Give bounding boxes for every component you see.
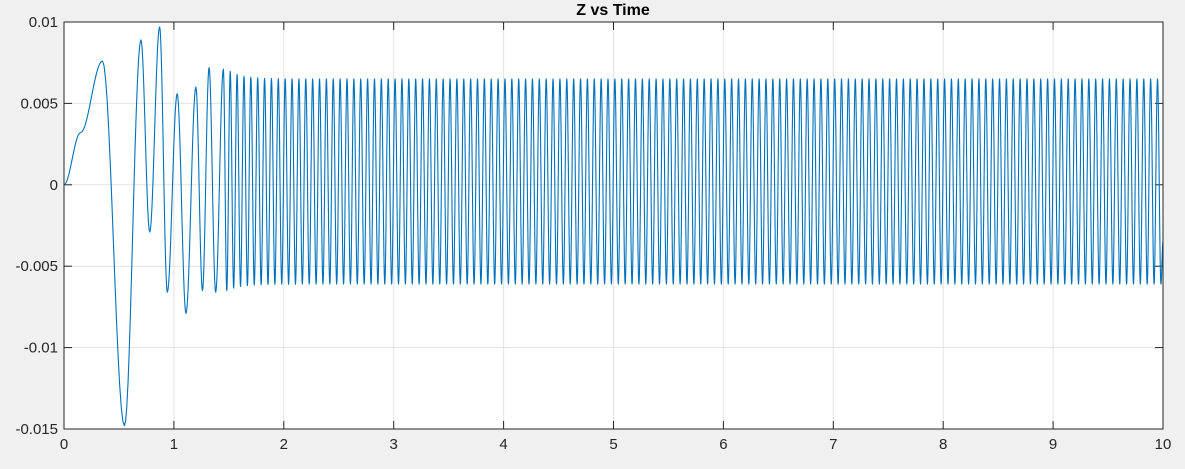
chart-title: Z vs Time — [576, 2, 650, 19]
y-tick-label: -0.01 — [24, 340, 58, 357]
x-tick-label: 10 — [1155, 436, 1172, 453]
x-tick-label: 6 — [719, 436, 727, 453]
y-tick-label: 0.005 — [20, 95, 58, 112]
series-line-z — [63, 26, 1164, 427]
y-tick-label: -0.015 — [15, 421, 58, 438]
x-tick-label: 5 — [609, 436, 617, 453]
x-tick-label: 2 — [280, 436, 288, 453]
y-tick-label: 0.01 — [29, 14, 58, 31]
y-tick-label: -0.005 — [15, 258, 58, 275]
plot-frame — [63, 21, 1164, 430]
tick-marks — [63, 21, 1164, 430]
x-tick-label: 4 — [499, 436, 507, 453]
x-tick-label: 8 — [939, 436, 947, 453]
x-tick-label: 1 — [170, 436, 178, 453]
x-tick-label: 0 — [60, 436, 68, 453]
x-tick-label: 3 — [390, 436, 398, 453]
y-tick-label: 0 — [50, 177, 58, 194]
x-axis-tick-labels: 0 1 2 3 4 5 6 7 8 9 10 — [60, 436, 1172, 453]
x-tick-label: 9 — [1049, 436, 1057, 453]
x-tick-label: 7 — [829, 436, 837, 453]
y-axis-tick-labels: 0.01 0.005 0 -0.005 -0.01 -0.015 — [15, 14, 58, 438]
